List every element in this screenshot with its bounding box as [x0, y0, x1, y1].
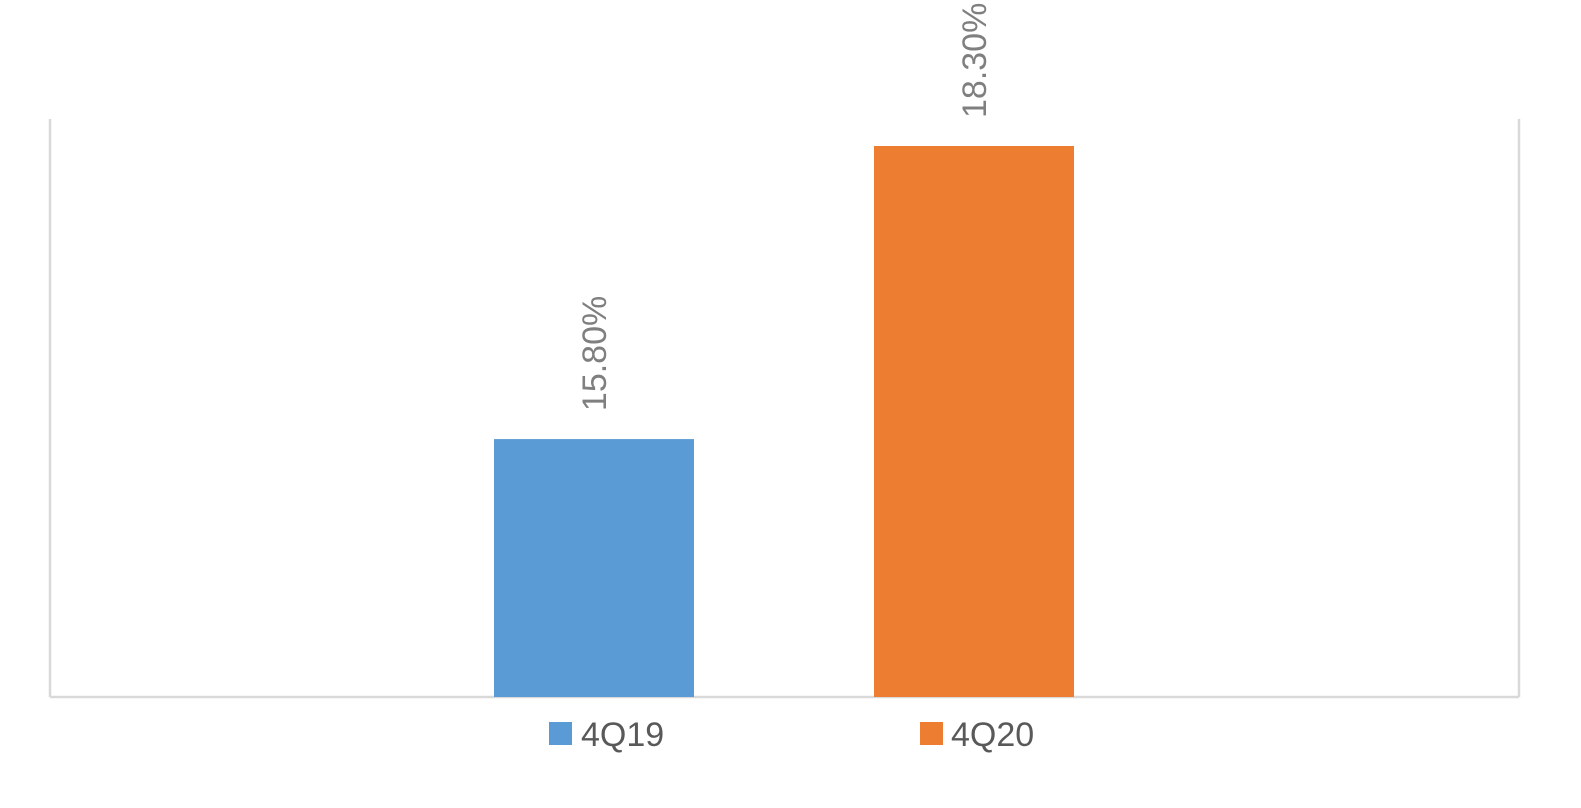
- legend-label-4q20: 4Q20: [951, 716, 1034, 754]
- bar-4q19: [494, 439, 694, 697]
- data-label-4q19: 15.80%: [576, 296, 614, 411]
- legend-swatch-4q19: [549, 722, 572, 745]
- data-labels: 15.80% 18.30%: [576, 3, 994, 411]
- legend-item-4q20: 4Q20: [920, 716, 1034, 754]
- legend-swatch-4q20: [920, 722, 943, 745]
- data-label-4q20: 18.30%: [956, 3, 994, 118]
- legend-item-4q19: 4Q19: [549, 716, 664, 754]
- bars: [494, 146, 1074, 697]
- bar-4q20: [874, 146, 1074, 697]
- legend-label-4q19: 4Q19: [581, 716, 664, 754]
- legend: 4Q19 4Q20: [549, 716, 1034, 754]
- plot-frame: [48, 119, 1521, 699]
